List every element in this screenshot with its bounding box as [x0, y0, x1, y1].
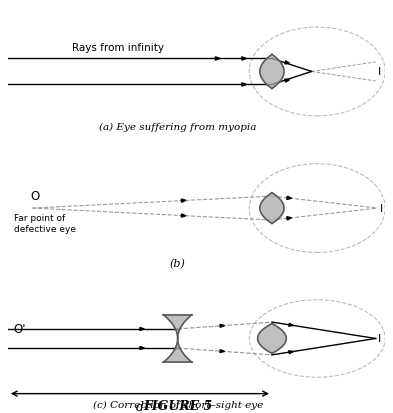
Polygon shape: [181, 214, 186, 218]
Polygon shape: [260, 193, 284, 224]
Polygon shape: [287, 197, 292, 200]
Text: I: I: [380, 204, 383, 214]
Polygon shape: [288, 351, 293, 354]
Text: I: I: [378, 334, 381, 344]
Polygon shape: [220, 325, 224, 328]
Polygon shape: [242, 83, 246, 87]
Polygon shape: [163, 315, 192, 363]
Polygon shape: [140, 328, 145, 330]
Text: Rays from infinity: Rays from infinity: [72, 43, 164, 53]
Text: Far point of
defective eye: Far point of defective eye: [13, 214, 75, 233]
Text: (a) Eye suffering from myopia: (a) Eye suffering from myopia: [99, 122, 256, 131]
Text: O: O: [31, 189, 40, 202]
Text: (b): (b): [170, 258, 185, 268]
Polygon shape: [260, 55, 284, 89]
Polygon shape: [258, 324, 286, 354]
Text: d: d: [136, 400, 144, 413]
Polygon shape: [285, 62, 290, 65]
Polygon shape: [288, 323, 293, 326]
Text: I: I: [378, 67, 381, 77]
Polygon shape: [220, 350, 224, 353]
Polygon shape: [285, 80, 290, 83]
Polygon shape: [215, 58, 220, 61]
Text: O': O': [13, 323, 26, 336]
Text: FIGURE 5: FIGURE 5: [143, 399, 212, 413]
Polygon shape: [287, 217, 292, 221]
Text: (c) Correction of short–sight eye: (c) Correction of short–sight eye: [92, 399, 263, 408]
Polygon shape: [242, 58, 246, 61]
Polygon shape: [181, 199, 186, 203]
Polygon shape: [140, 347, 145, 349]
